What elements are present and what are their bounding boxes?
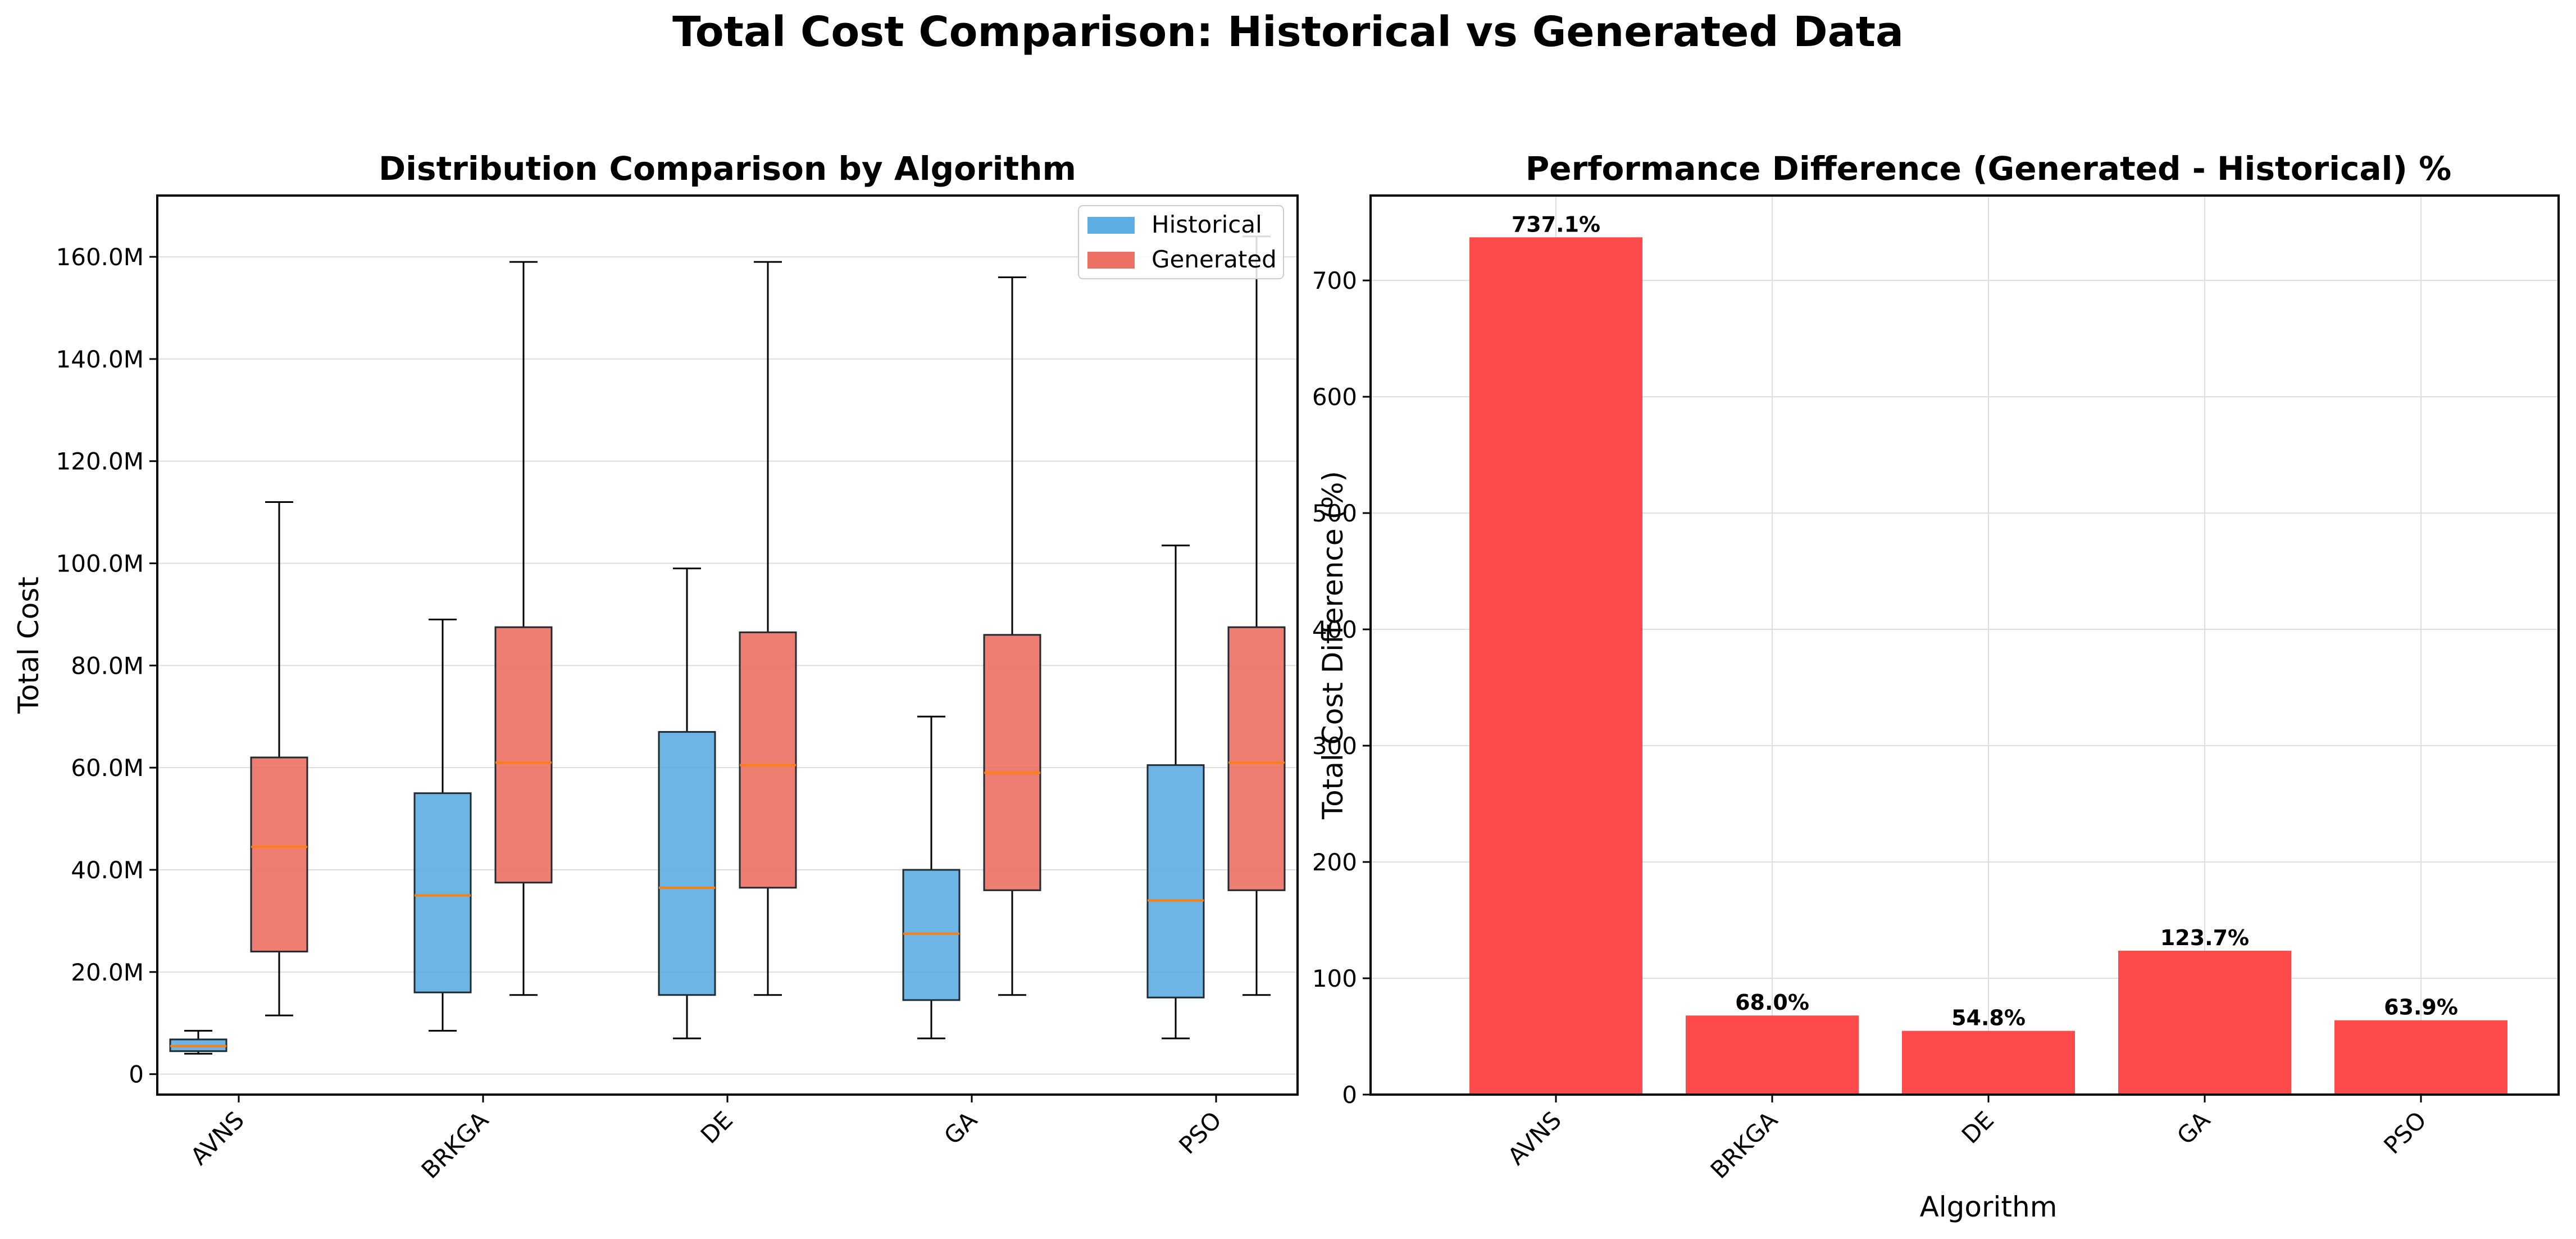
legend-swatch <box>1087 217 1135 234</box>
bar-value-label-de: 54.8% <box>1951 1006 2026 1031</box>
y-tick-label: 0 <box>129 1061 144 1088</box>
y-tick-label: 80.0M <box>71 652 144 679</box>
y-tick-label: 100 <box>1312 965 1357 992</box>
bar-chart-title: Performance Difference (Generated - Hist… <box>1526 149 2451 188</box>
box-iqr <box>494 626 553 884</box>
y-tick-label: 500 <box>1312 500 1357 527</box>
box-plot-title: Distribution Comparison by Algorithm <box>379 149 1076 188</box>
y-tick-label: 600 <box>1312 383 1357 411</box>
box-iqr <box>902 869 961 1001</box>
bar-chart-frame <box>1369 194 2560 1096</box>
y-tick-label: 100.0M <box>56 550 144 578</box>
box-iqr <box>983 634 1041 891</box>
y-tick-label: 300 <box>1312 732 1357 760</box>
y-tick-label: 60.0M <box>71 754 144 782</box>
box-generated-avns <box>250 501 308 1016</box>
box-generated-pso <box>1227 235 1286 996</box>
bar-chart-panel: 737.1% 68.0% 54.8% 123.7% 63.9% 0 100 200 300 40… <box>1312 149 2560 1223</box>
y-tick-label: 120.0M <box>56 448 144 475</box>
box-historical-brkga <box>413 619 472 1032</box>
box-iqr <box>1227 626 1286 891</box>
legend-item-historical: Historical <box>1087 211 1262 238</box>
box-plot-y-axis-label: Total Cost <box>12 577 45 714</box>
y-tick-label: 200 <box>1312 848 1357 876</box>
y-tick-label: 700 <box>1312 267 1357 294</box>
bar-brkga <box>1686 1015 1859 1095</box>
legend-label: Historical <box>1152 211 1262 238</box>
y-tick-label: 160.0M <box>56 243 144 271</box>
box-historical-avns <box>169 1029 227 1055</box>
bar-value-label-pso: 63.9% <box>2384 995 2458 1020</box>
box-historical-ga <box>902 715 961 1040</box>
box-generated-brkga <box>494 261 553 996</box>
bar-chart-y-axis-label: Total Cost Difference (%) <box>1317 471 1349 820</box>
y-tick-label: 0 <box>1342 1081 1357 1109</box>
bar-avns <box>1469 237 1642 1095</box>
y-tick-label: 40.0M <box>71 856 144 884</box>
bar-chart-x-axis-label: Algorithm <box>1920 1191 2058 1223</box>
legend-swatch <box>1087 252 1135 269</box>
bar-de <box>1902 1031 2075 1095</box>
box-generated-ga <box>983 276 1041 996</box>
bar-pso <box>2334 1020 2507 1095</box>
box-iqr <box>1146 764 1205 999</box>
box-plot-legend: Historical Generated <box>1078 205 1284 279</box>
bar-value-label-avns: 737.1% <box>1512 212 1600 237</box>
box-iqr <box>739 631 797 889</box>
y-tick-label: 140.0M <box>56 346 144 373</box>
box-historical-de <box>658 568 716 1040</box>
bar-ga <box>2118 950 2291 1095</box>
box-generated-de <box>739 261 797 996</box>
box-iqr <box>413 792 472 993</box>
legend-label: Generated <box>1152 246 1277 273</box>
box-historical-pso <box>1146 544 1205 1040</box>
legend-item-generated: Generated <box>1087 246 1277 273</box>
box-plot-boxes <box>169 235 1286 1055</box>
bar-chart-bars: 737.1% 68.0% 54.8% 123.7% 63.9% <box>1469 212 2507 1095</box>
box-plot-gridlines <box>157 256 1298 1075</box>
figure-title: Total Cost Comparison: Historical vs Gen… <box>672 8 1904 56</box>
box-iqr <box>658 731 716 996</box>
y-tick-label: 20.0M <box>71 959 144 986</box>
bar-value-label-ga: 123.7% <box>2160 925 2249 950</box>
box-iqr <box>250 756 308 952</box>
bar-value-label-brkga: 68.0% <box>1735 990 1809 1015</box>
y-tick-label: 400 <box>1312 616 1357 643</box>
